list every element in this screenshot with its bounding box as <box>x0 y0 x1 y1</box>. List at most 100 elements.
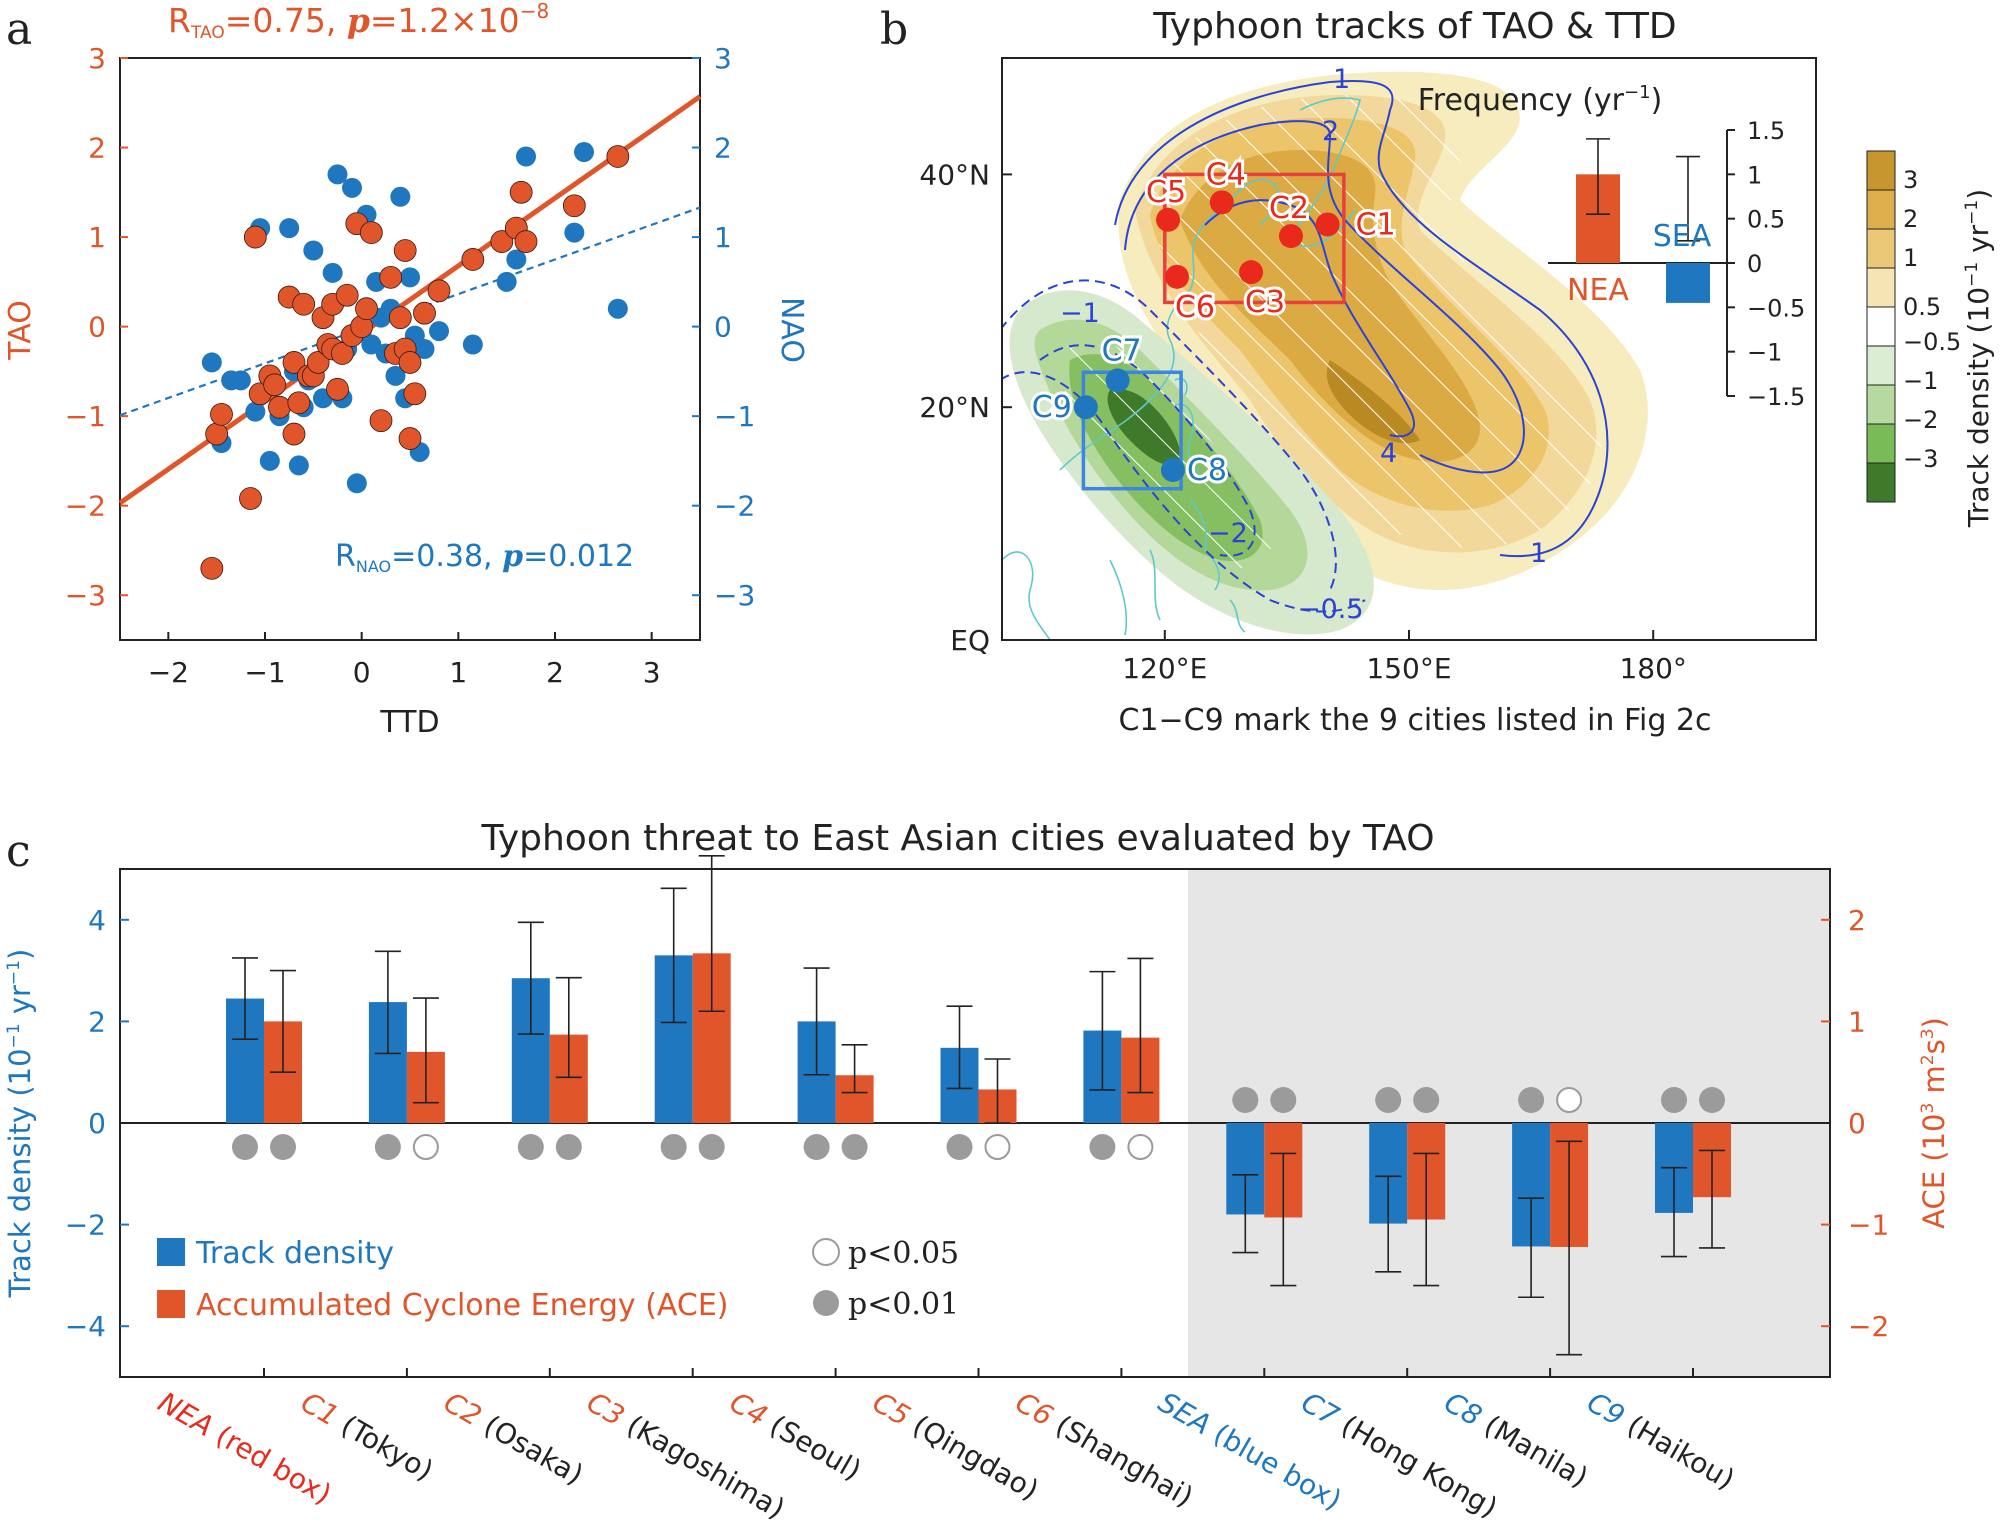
c-y-tick-label-right: 0 <box>1848 1107 1866 1140</box>
sig-open-circle <box>1127 1134 1154 1160</box>
tao-point <box>398 351 422 374</box>
city-label-c9: C9 <box>1032 390 1072 425</box>
panel-a: a RTAO=0.75, p=1.2×10−8 −2 −1 0 1 2 33210−1−2… <box>3 0 809 740</box>
category-label: C2 (Osaka) <box>438 1385 589 1491</box>
contour-label: 1 <box>1530 538 1547 569</box>
tao-point <box>205 422 229 446</box>
nao-point <box>400 267 420 288</box>
x-tick-label: 2 <box>546 656 564 689</box>
panel-a-xlabel: TTD <box>379 705 439 740</box>
significance-markers <box>232 1087 1725 1160</box>
tao-point <box>359 221 383 245</box>
inset-tick-label: 1 <box>1747 161 1762 189</box>
c-y-tick-label-left: −2 <box>65 1209 106 1242</box>
nao-point <box>288 455 309 476</box>
c-y-tick-label-left: 0 <box>88 1107 106 1140</box>
colorbar-segment <box>1866 462 1896 503</box>
legend-swatch-ace <box>157 1290 185 1318</box>
sig-filled-circle <box>1375 1087 1402 1113</box>
sig-filled-circle <box>660 1134 687 1160</box>
contour-neg0p5 <box>1002 371 1366 613</box>
significance-hatching-sea <box>1059 341 1272 569</box>
panel-a-ylabel: TAO <box>3 300 38 361</box>
panel-c-title: Typhoon threat to East Asian cities eval… <box>480 818 1434 859</box>
city-marker-c8 <box>1160 458 1185 483</box>
city-label-c3: C3 <box>1245 285 1285 320</box>
tao-point <box>514 230 538 253</box>
sig-filled-circle <box>374 1134 401 1160</box>
colorbar-label: 1 <box>1903 244 1918 272</box>
city-marker-c9 <box>1073 395 1098 420</box>
sig-filled-circle <box>1413 1087 1440 1113</box>
sig-filled-circle <box>1089 1134 1116 1160</box>
c-y-tick-label-right: −2 <box>1848 1310 1889 1343</box>
panel-b: b Typhoon tracks of TAO & TTD <box>880 4 1995 738</box>
tao-point <box>239 487 262 510</box>
lon-tick-label: 180° <box>1619 652 1686 685</box>
y-tick-label-right: 0 <box>714 311 732 344</box>
legend-filled-circle <box>813 1290 839 1316</box>
sig-open-circle <box>984 1134 1011 1160</box>
inset-tick-label: 1.5 <box>1747 117 1785 145</box>
panel-a-axes: −2 −1 0 1 2 3 3 2 1 0 −1 −2 −3 3 2 1 0 −1 −2 −3 <box>65 42 756 689</box>
nao-point <box>346 473 367 494</box>
city-marker-c6 <box>1165 264 1190 289</box>
city-label-c6: C6 <box>1175 290 1215 325</box>
tao-point <box>461 248 485 271</box>
tao-point <box>282 422 306 446</box>
panel-c-legend: Track density Accumulated Cyclone Energy… <box>157 1236 959 1323</box>
nao-point <box>245 401 266 422</box>
sea-blue-box <box>1081 370 1183 491</box>
contour-1-pos <box>1114 79 1609 558</box>
tao-point <box>427 279 451 303</box>
nao-point <box>462 334 483 355</box>
contour-label: −0.5 <box>1298 594 1364 625</box>
nao-point <box>414 339 435 359</box>
sig-filled-circle <box>270 1134 296 1160</box>
tao-point <box>509 180 533 204</box>
city-label-c4: C4 <box>1206 157 1246 192</box>
lon-tick-label: 120°E <box>1122 652 1207 685</box>
panel-b-title: Typhoon tracks of TAO & TTD <box>1152 6 1676 47</box>
city-label-c1: C1 <box>1356 207 1396 242</box>
city-marker-c7 <box>1105 368 1130 393</box>
city-label-c2: C2 <box>1269 191 1309 226</box>
nao-point <box>429 321 449 342</box>
contour-label: −1 <box>1060 298 1100 329</box>
nao-point <box>574 142 594 163</box>
sig-filled-circle <box>1661 1087 1687 1113</box>
colorbar-segment <box>1866 345 1896 386</box>
panel-a-frame <box>119 57 701 641</box>
y-tick-label-right: −1 <box>714 400 755 433</box>
tao-point <box>490 230 514 253</box>
colorbar-segment <box>1866 384 1896 425</box>
legend-label-track-density: Track density <box>195 1236 394 1271</box>
nao-point <box>327 164 348 185</box>
panel-a-letter: a <box>6 4 32 55</box>
inset-label-nea: NEA <box>1567 273 1629 308</box>
panel-c-ylabel-left: Track density (10−1 yr−1) <box>3 949 37 1299</box>
colorbar-segment <box>1866 228 1896 269</box>
tao-point <box>379 265 403 289</box>
c-y-tick-label-left: −4 <box>65 1310 106 1343</box>
colorbar-label: −0.5 <box>1903 328 1961 356</box>
inset-tick-label: 0 <box>1747 250 1762 278</box>
c-y-tick-label-left: 4 <box>88 904 106 937</box>
x-tick-label: 0 <box>353 656 371 689</box>
tao-point <box>292 292 316 316</box>
nao-point <box>303 240 324 261</box>
x-tick-label: −1 <box>244 656 285 689</box>
legend-open-circle <box>812 1238 840 1266</box>
significance-hatching-nea <box>1150 95 1602 548</box>
sig-open-circle <box>412 1134 439 1160</box>
colorbar-label: 3 <box>1903 166 1918 194</box>
sig-filled-circle <box>841 1134 868 1160</box>
y-tick-label: −2 <box>65 490 106 523</box>
tao-point <box>388 306 412 330</box>
category-label: C9 (Haikou) <box>1582 1385 1741 1496</box>
contour-4 <box>1204 199 1415 438</box>
sig-filled-circle <box>698 1134 725 1160</box>
nao-point <box>390 186 411 207</box>
y-tick-label: −3 <box>65 579 106 612</box>
colorbar-segment <box>1866 189 1896 230</box>
